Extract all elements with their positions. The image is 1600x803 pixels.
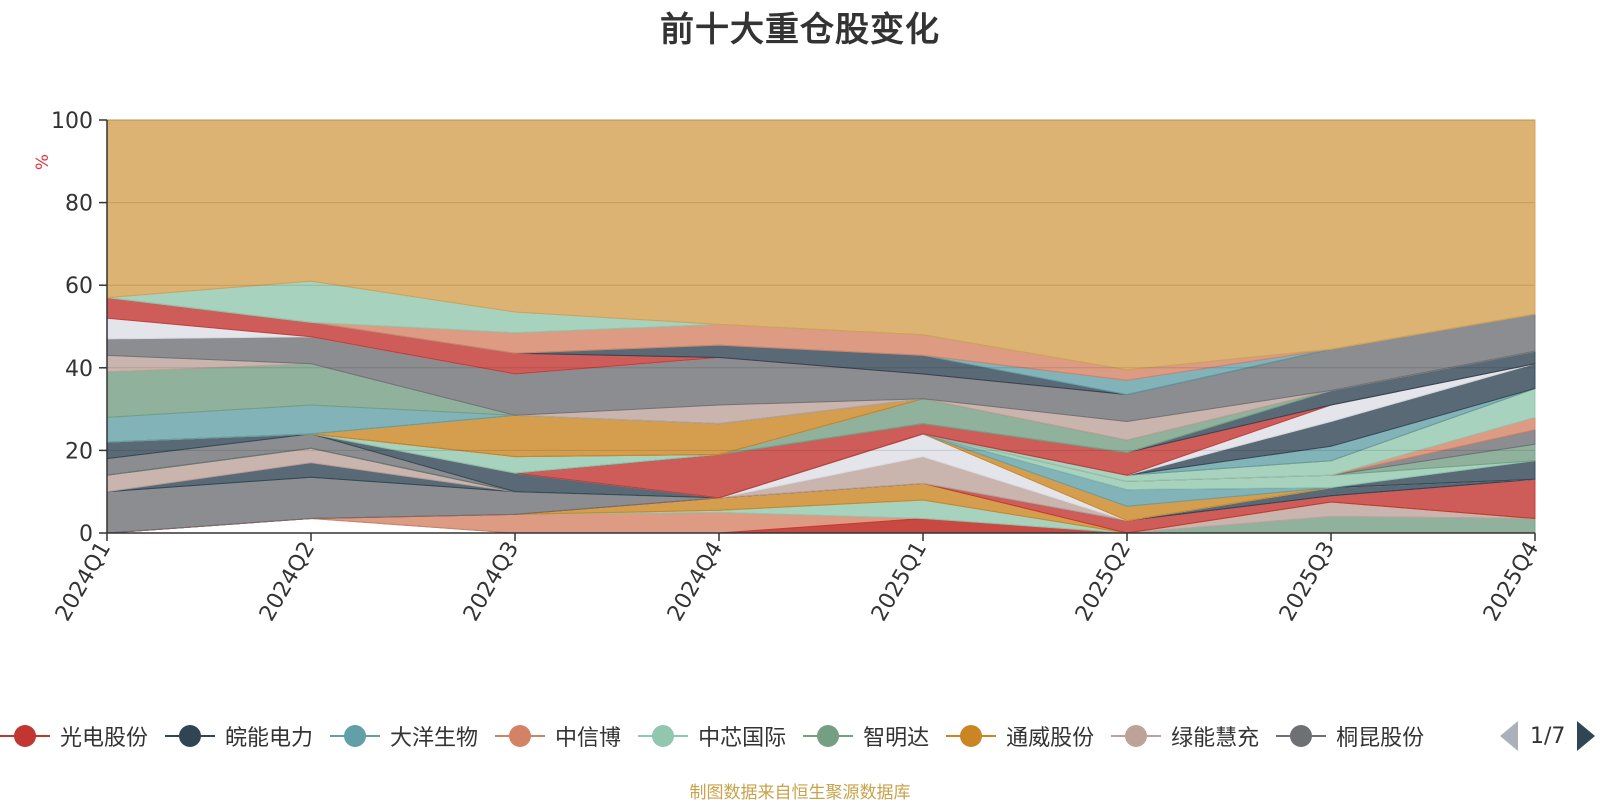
legend-label: 中信博 bbox=[555, 726, 622, 751]
legend-marker-icon bbox=[165, 725, 216, 747]
legend-item[interactable]: 光电股份 bbox=[0, 718, 148, 754]
y-tick-label: 60 bbox=[65, 274, 93, 299]
legend-item[interactable]: 中信博 bbox=[495, 718, 621, 754]
legend-item[interactable]: 智明达 bbox=[803, 718, 929, 754]
y-tick-label: 80 bbox=[65, 192, 93, 217]
source-note: 制图数据来自恒生聚源数据库 bbox=[689, 783, 911, 803]
legend-marker-icon bbox=[330, 725, 381, 747]
x-tick-label: 2024Q3 bbox=[459, 538, 524, 626]
legend-label: 光电股份 bbox=[60, 726, 149, 751]
legend-item[interactable]: 中芯国际 bbox=[638, 718, 786, 754]
area-layer-43 bbox=[106, 119, 1536, 371]
legend-label: 中芯国际 bbox=[698, 726, 787, 751]
legend-label: 桐昆股份 bbox=[1336, 726, 1425, 751]
legend-label: 通威股份 bbox=[1006, 726, 1095, 751]
legend-item[interactable]: 桐昆股份 bbox=[1276, 718, 1424, 754]
legend-label: 绿能慧充 bbox=[1171, 726, 1260, 751]
legend-page-indicator: 1/7 bbox=[1530, 723, 1566, 749]
area-layers bbox=[106, 119, 1536, 534]
legend-marker-icon bbox=[803, 725, 854, 747]
legend-label: 智明达 bbox=[863, 726, 930, 751]
legend-items: 光电股份 皖能电力 大洋生物 中信博 中芯国际 智明达 通威股份 绿能慧充 桐昆股份 bbox=[0, 718, 1482, 754]
legend-prev-icon[interactable] bbox=[1500, 721, 1518, 751]
legend: 光电股份 皖能电力 大洋生物 中信博 中芯国际 智明达 通威股份 绿能慧充 桐昆股份 1/7 bbox=[0, 718, 1600, 754]
legend-label: 大洋生物 bbox=[390, 726, 479, 751]
y-tick-label: 40 bbox=[65, 357, 93, 382]
grid-lines bbox=[107, 119, 1535, 451]
y-tick-label: 20 bbox=[65, 439, 93, 464]
legend-item[interactable]: 通威股份 bbox=[946, 718, 1094, 754]
x-tick-label: 2024Q4 bbox=[663, 538, 728, 626]
legend-marker-icon bbox=[0, 725, 50, 747]
legend-item[interactable]: 绿能慧充 bbox=[1111, 718, 1259, 754]
legend-label: 皖能电力 bbox=[225, 726, 314, 751]
legend-item[interactable]: 大洋生物 bbox=[330, 718, 478, 754]
x-tick-label: 2025Q3 bbox=[1275, 538, 1340, 626]
x-tick-label: 2025Q4 bbox=[1479, 538, 1544, 626]
legend-item[interactable]: 皖能电力 bbox=[165, 718, 313, 754]
legend-marker-icon bbox=[638, 725, 689, 747]
x-tick-label: 2024Q1 bbox=[51, 538, 116, 626]
x-tick-label: 2025Q1 bbox=[867, 538, 932, 626]
y-axis-label: % bbox=[33, 154, 53, 170]
legend-marker-icon bbox=[946, 725, 997, 747]
x-tick-label: 2024Q2 bbox=[255, 538, 320, 626]
x-tick-label: 2025Q2 bbox=[1071, 538, 1136, 626]
legend-marker-icon bbox=[1111, 725, 1162, 747]
legend-next-icon[interactable] bbox=[1577, 721, 1596, 751]
legend-marker-icon bbox=[495, 725, 546, 747]
y-tick-label: 0 bbox=[79, 522, 93, 547]
legend-marker-icon bbox=[1276, 725, 1327, 747]
legend-pager: 1/7 bbox=[1500, 718, 1596, 754]
y-tick-label: 100 bbox=[51, 109, 93, 134]
chart-title: 前十大重仓股变化 bbox=[660, 10, 940, 50]
